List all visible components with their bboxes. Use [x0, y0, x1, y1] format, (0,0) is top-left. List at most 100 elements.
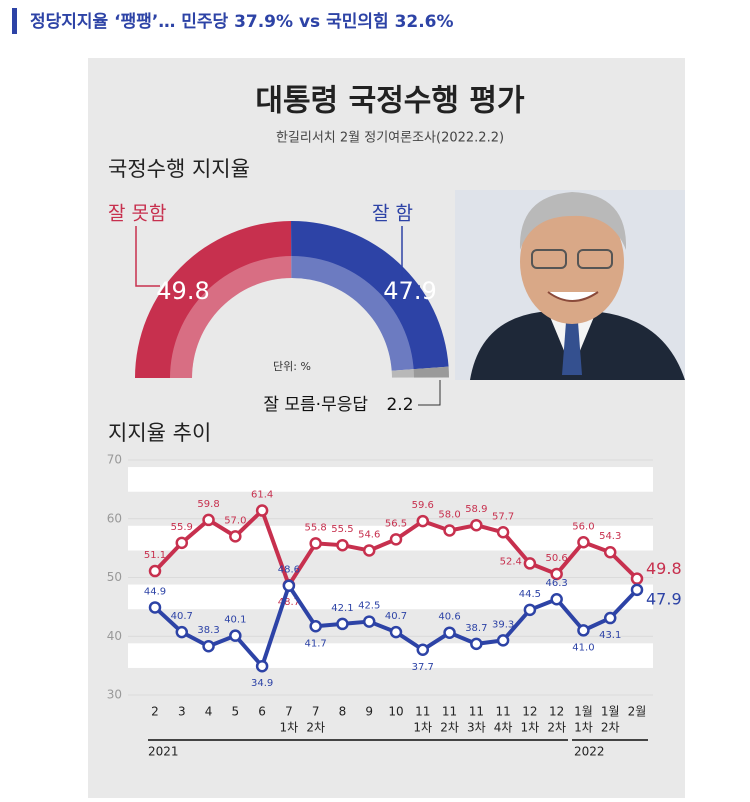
- x-tick-sublabel: 2차: [601, 721, 620, 735]
- x-tick-label: 7: [285, 705, 293, 719]
- x-tick-label: 11: [469, 705, 484, 719]
- x-tick-label: 4: [205, 705, 213, 719]
- leader-line: [135, 226, 160, 287]
- value-label: 40.6: [438, 612, 460, 623]
- portrait-tie: [562, 322, 582, 375]
- value-label: 42.1: [331, 603, 353, 614]
- data-point: [175, 536, 189, 550]
- data-point: [523, 557, 537, 570]
- y-tick-label: 40: [107, 629, 122, 643]
- x-tick-label: 1월: [601, 705, 620, 719]
- value-label: 56.0: [572, 521, 594, 532]
- data-point: [389, 625, 403, 639]
- data-point: [309, 537, 322, 550]
- grid-band: [128, 643, 653, 668]
- value-label: 51.1: [144, 550, 166, 561]
- x-tick-sublabel: 1차: [574, 721, 593, 735]
- value-label: 47.9: [646, 589, 682, 608]
- portrait-smile: [547, 291, 599, 302]
- data-point: [496, 634, 510, 647]
- value-label: 59.8: [197, 499, 219, 510]
- portrait-glasses: [577, 249, 613, 269]
- data-point: [443, 524, 456, 537]
- data-point: [470, 518, 483, 532]
- data-point: [175, 625, 189, 639]
- data-point: [523, 603, 537, 617]
- x-tick-sublabel: 3차: [467, 721, 486, 735]
- data-point: [309, 620, 322, 633]
- data-point: [148, 564, 162, 578]
- value-label: 55.8: [305, 522, 327, 533]
- data-point: [630, 572, 644, 585]
- value-label: 38.7: [465, 623, 487, 634]
- data-point: [255, 504, 269, 517]
- grid-band: [128, 584, 653, 610]
- donut-value-label: 49.8: [156, 277, 209, 305]
- value-label: 58.9: [465, 504, 487, 515]
- donut-segment: [391, 366, 449, 378]
- y-tick-label: 30: [107, 688, 122, 702]
- value-label: 43.1: [599, 630, 621, 641]
- donut-segment: [291, 220, 449, 371]
- portrait-glasses: [531, 249, 567, 269]
- value-label: 40.7: [385, 611, 407, 622]
- data-point: [229, 530, 242, 543]
- value-label: 57.0: [224, 515, 246, 526]
- value-label: 54.3: [599, 531, 621, 542]
- value-label: 48.6: [278, 565, 300, 576]
- donut-category-label: 잘 모름·무응답: [263, 395, 368, 415]
- x-tick-sublabel: 1차: [413, 721, 432, 735]
- value-label: 58.0: [438, 510, 460, 521]
- data-point: [416, 514, 430, 528]
- x-tick-sublabel: 2차: [440, 721, 459, 735]
- data-point: [443, 626, 456, 639]
- data-point: [255, 659, 269, 673]
- x-tick-label: 11: [495, 705, 510, 719]
- donut-value-label: 2.2: [386, 395, 413, 415]
- donut-category-label: 잘 못함: [108, 203, 166, 225]
- x-tick-label: 7: [312, 705, 320, 719]
- x-tick-label: 2월: [628, 705, 647, 719]
- year-label: 2022: [574, 745, 605, 759]
- x-tick-label: 9: [365, 705, 373, 719]
- value-label: 61.4: [251, 490, 273, 501]
- x-tick-sublabel: 2차: [306, 721, 325, 735]
- data-point: [336, 617, 349, 631]
- x-tick-sublabel: 1차: [280, 721, 299, 735]
- data-point: [496, 526, 510, 539]
- x-tick-label: 10: [388, 705, 403, 719]
- value-label: 57.7: [492, 511, 514, 522]
- infographic-title: 대통령 국정수행 평가: [255, 84, 525, 119]
- value-label: 49.8: [646, 559, 682, 578]
- value-label: 44.5: [519, 589, 541, 600]
- y-tick-label: 70: [107, 453, 122, 467]
- value-label: 44.9: [144, 586, 166, 597]
- value-label: 37.7: [412, 662, 434, 673]
- donut-title: 국정수행 지지율: [108, 157, 250, 181]
- x-tick-sublabel: 1차: [521, 721, 540, 735]
- value-label: 42.5: [358, 601, 380, 612]
- data-point: [229, 629, 242, 642]
- donut-category-label: 잘 함: [372, 203, 413, 225]
- x-tick-label: 2: [151, 705, 159, 719]
- donut-value-label: 47.9: [383, 277, 436, 305]
- data-point: [603, 545, 617, 559]
- value-label: 59.6: [412, 500, 434, 511]
- x-tick-label: 6: [258, 705, 266, 719]
- unit-label: 단위: %: [273, 360, 311, 373]
- x-tick-sublabel: 2차: [547, 721, 566, 735]
- value-label: 39.3: [492, 619, 514, 630]
- data-point: [362, 544, 376, 557]
- value-label: 38.3: [197, 625, 219, 636]
- data-point: [202, 513, 215, 527]
- data-point: [630, 583, 644, 597]
- infographic-bg: [88, 58, 685, 798]
- year-label: 2021: [148, 745, 179, 759]
- data-point: [336, 538, 349, 552]
- value-label: 46.3: [546, 578, 568, 589]
- data-point: [470, 637, 483, 651]
- data-point: [362, 615, 376, 628]
- infographic-subtitle: 한길리서치 2월 정기여론조사(2022.2.2): [276, 131, 504, 146]
- value-label: 41.7: [305, 638, 327, 649]
